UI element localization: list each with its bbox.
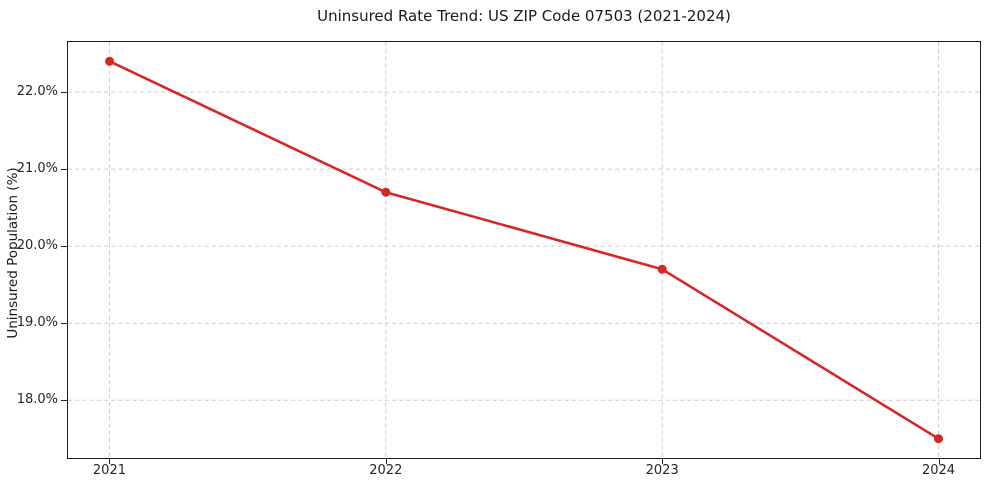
y-tick-label: 21.0% bbox=[16, 161, 58, 177]
chart-title: Uninsured Rate Trend: US ZIP Code 07503 … bbox=[317, 7, 731, 25]
data-point bbox=[105, 56, 114, 66]
x-tick-mark bbox=[109, 458, 111, 464]
y-tick-label: 19.0% bbox=[16, 315, 58, 331]
y-tick-label: 20.0% bbox=[16, 238, 58, 254]
y-tick-mark bbox=[61, 92, 67, 94]
data-point bbox=[657, 264, 667, 274]
x-tick-label: 2023 bbox=[645, 463, 679, 478]
data-point bbox=[934, 434, 943, 444]
plot-area bbox=[67, 41, 981, 459]
line-chart bbox=[68, 42, 980, 458]
x-tick-label: 2024 bbox=[921, 463, 956, 478]
y-tick-label: 22.0% bbox=[16, 84, 58, 100]
x-tick-label: 2021 bbox=[92, 463, 126, 478]
trend-line bbox=[108, 59, 940, 441]
y-tick-label: 18.0% bbox=[16, 392, 58, 408]
x-tick-mark bbox=[385, 458, 387, 464]
y-tick-mark bbox=[61, 400, 67, 402]
x-tick-mark bbox=[662, 458, 664, 464]
x-tick-label: 2022 bbox=[369, 463, 403, 478]
y-tick-mark bbox=[61, 169, 67, 171]
data-point bbox=[381, 187, 391, 197]
y-tick-mark bbox=[61, 246, 67, 248]
x-tick-mark bbox=[938, 458, 940, 464]
y-tick-mark bbox=[61, 323, 67, 325]
